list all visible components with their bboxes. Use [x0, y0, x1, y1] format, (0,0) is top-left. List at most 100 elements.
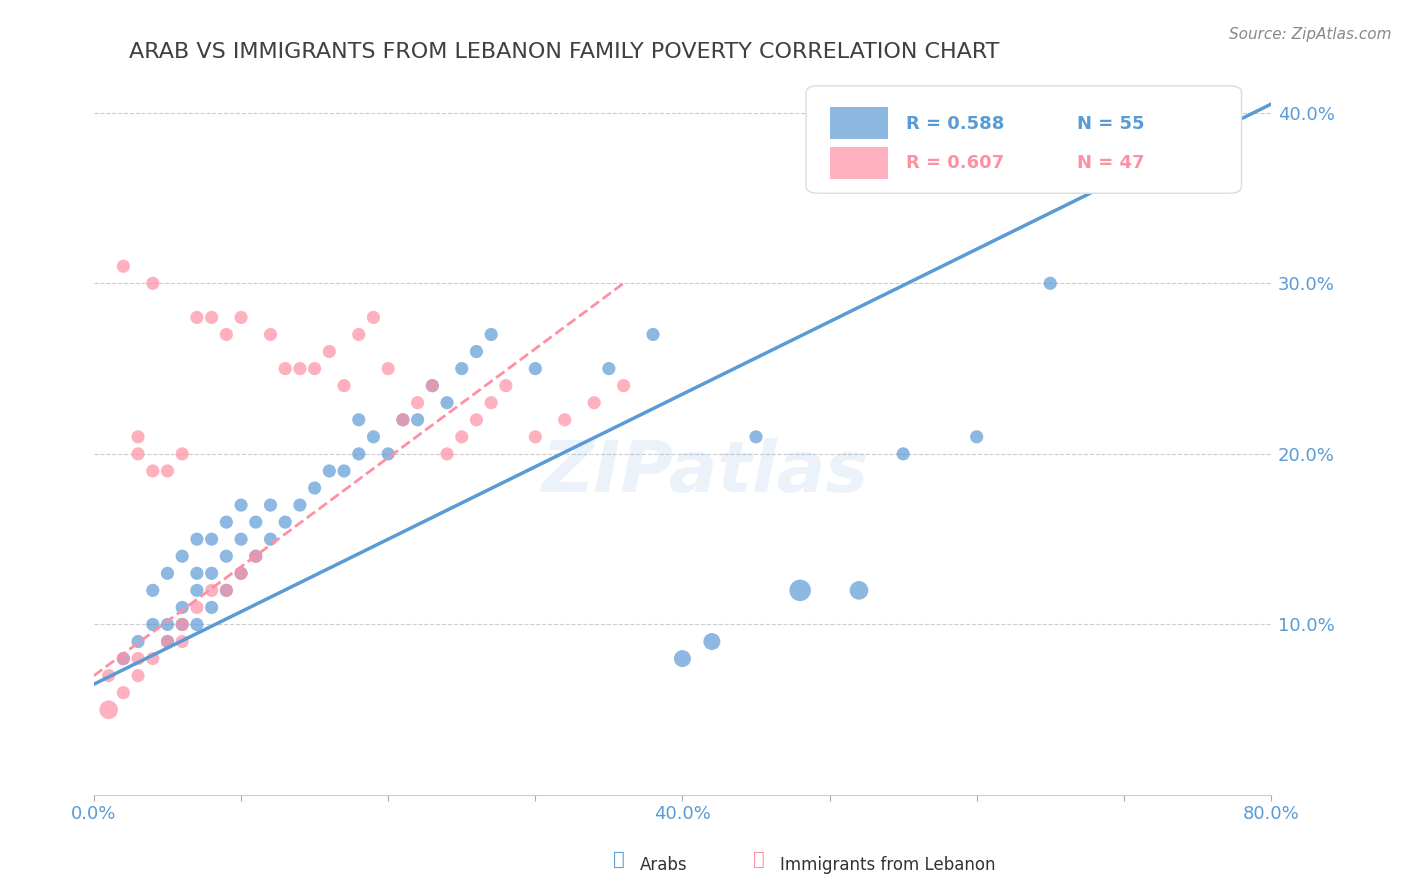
Point: [450, 361, 472, 376]
Point: [127, 651, 149, 665]
Point: [156, 634, 179, 648]
Point: [392, 413, 415, 427]
Point: [156, 634, 179, 648]
Point: [186, 310, 208, 325]
Point: [333, 378, 356, 392]
Point: [406, 395, 429, 409]
Bar: [830, 107, 889, 139]
Point: [288, 361, 311, 376]
Point: [1187, 105, 1209, 120]
Point: [245, 549, 267, 564]
Point: [465, 413, 488, 427]
Point: [186, 617, 208, 632]
Point: [347, 413, 370, 427]
Point: [420, 378, 443, 392]
Point: [613, 378, 636, 392]
Point: [142, 651, 165, 665]
Point: [700, 634, 723, 648]
Point: [172, 600, 194, 615]
Point: [201, 583, 224, 598]
Point: [201, 566, 224, 581]
Point: [259, 498, 281, 512]
Point: [142, 617, 165, 632]
Point: [142, 583, 165, 598]
Point: [274, 515, 297, 529]
Point: [392, 413, 415, 427]
Point: [789, 583, 811, 598]
Point: [186, 583, 208, 598]
Point: [127, 668, 149, 682]
Point: [363, 310, 385, 325]
Point: [172, 617, 194, 632]
Point: [245, 549, 267, 564]
Point: [127, 447, 149, 461]
Point: [172, 634, 194, 648]
Point: [215, 583, 238, 598]
Point: [97, 703, 120, 717]
Point: [215, 549, 238, 564]
Point: [186, 566, 208, 581]
Point: [436, 447, 458, 461]
Point: [436, 395, 458, 409]
Text: ZIPatlas: ZIPatlas: [543, 438, 870, 508]
Point: [215, 515, 238, 529]
Text: Source: ZipAtlas.com: Source: ZipAtlas.com: [1229, 27, 1392, 42]
Point: [229, 532, 252, 546]
Point: [215, 583, 238, 598]
Point: [172, 447, 194, 461]
Point: [259, 532, 281, 546]
Point: [347, 447, 370, 461]
Point: [156, 464, 179, 478]
Point: [554, 413, 576, 427]
Point: [112, 686, 135, 700]
Point: [347, 327, 370, 342]
Point: [318, 464, 340, 478]
Point: [186, 532, 208, 546]
Point: [450, 430, 472, 444]
Point: [186, 600, 208, 615]
Point: [363, 430, 385, 444]
Text: ARAB VS IMMIGRANTS FROM LEBANON FAMILY POVERTY CORRELATION CHART: ARAB VS IMMIGRANTS FROM LEBANON FAMILY P…: [129, 42, 1000, 62]
Text: ⬜: ⬜: [754, 850, 765, 869]
Point: [259, 327, 281, 342]
Point: [112, 651, 135, 665]
Point: [274, 361, 297, 376]
Point: [848, 583, 870, 598]
Point: [583, 395, 606, 409]
Point: [495, 378, 517, 392]
Text: N = 47: N = 47: [1077, 154, 1144, 172]
Point: [1039, 277, 1062, 291]
Point: [465, 344, 488, 359]
Point: [97, 668, 120, 682]
Point: [142, 277, 165, 291]
Point: [229, 566, 252, 581]
Point: [229, 498, 252, 512]
Text: R = 0.588: R = 0.588: [905, 115, 1004, 133]
Point: [156, 617, 179, 632]
Point: [127, 430, 149, 444]
Text: R = 0.607: R = 0.607: [905, 154, 1004, 172]
Point: [201, 532, 224, 546]
Point: [156, 566, 179, 581]
Point: [201, 600, 224, 615]
Point: [479, 327, 502, 342]
Point: [127, 634, 149, 648]
Point: [745, 430, 768, 444]
Point: [406, 413, 429, 427]
Point: [245, 515, 267, 529]
Point: [598, 361, 620, 376]
Point: [172, 549, 194, 564]
Text: ⬜: ⬜: [613, 850, 624, 869]
Point: [172, 617, 194, 632]
Point: [524, 361, 547, 376]
Point: [377, 447, 399, 461]
Point: [333, 464, 356, 478]
Text: N = 55: N = 55: [1077, 115, 1144, 133]
Point: [891, 447, 914, 461]
Point: [966, 430, 988, 444]
Point: [641, 327, 664, 342]
Point: [671, 651, 693, 665]
Point: [229, 310, 252, 325]
Point: [142, 464, 165, 478]
Point: [215, 327, 238, 342]
